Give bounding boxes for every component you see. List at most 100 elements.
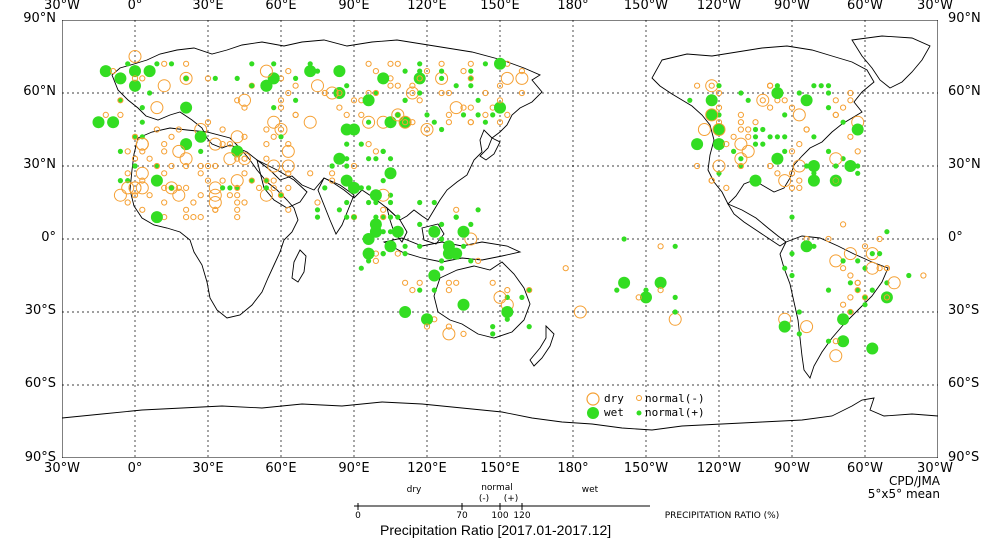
india-coast [317, 177, 355, 235]
wet-marker [183, 105, 189, 111]
dry-marker [416, 279, 423, 286]
wet-marker [844, 160, 857, 172]
wet-marker [760, 126, 766, 133]
wet-marker [168, 61, 175, 67]
dry-marker [113, 188, 127, 202]
dry-marker [190, 214, 197, 221]
dry-marker [234, 155, 241, 162]
dry-marker [854, 279, 861, 286]
dry-marker [307, 170, 314, 177]
dry-marker [161, 148, 168, 155]
wet-marker [771, 152, 784, 165]
wet-marker [482, 119, 488, 125]
dry-marker [394, 82, 401, 89]
graticule [62, 20, 938, 458]
dry-marker [697, 123, 711, 136]
wet-marker [344, 214, 350, 220]
wet-marker [457, 298, 470, 311]
dry-marker [788, 170, 796, 177]
wet-marker [672, 294, 678, 300]
wet-marker [391, 225, 404, 238]
wet-marker [640, 291, 652, 304]
lat-label: 90°N [948, 11, 981, 26]
dry-marker [161, 199, 168, 206]
dry-marker [420, 123, 434, 136]
legend-dry-marker [586, 392, 600, 406]
lon-label: 150°E [480, 0, 520, 13]
wet-marker [749, 174, 762, 187]
wet-marker [439, 126, 445, 133]
lat-label: 60°N [23, 84, 56, 99]
dry-marker [372, 68, 379, 75]
wet-marker [869, 287, 875, 293]
world-map [62, 20, 938, 458]
dry-marker [234, 192, 241, 199]
lon-label: 60°E [265, 0, 297, 13]
credit: CPD/JMA 5°x5° mean [820, 475, 940, 501]
scale-tick-label: 120 [513, 511, 531, 521]
wet-marker [139, 119, 145, 125]
wet-marker [460, 112, 467, 118]
wet-marker [446, 243, 452, 249]
lon-label: 30°E [192, 0, 224, 13]
wet-marker [183, 75, 189, 81]
dry-marker [139, 75, 146, 82]
dry-marker [847, 272, 854, 279]
dry-marker [314, 199, 321, 206]
dry-marker [394, 250, 401, 257]
dry-marker [358, 111, 365, 119]
dry-marker [442, 327, 456, 341]
dry-marker [241, 199, 248, 206]
dry-marker [372, 257, 379, 264]
wet-marker [713, 123, 725, 136]
wet-marker [373, 214, 379, 220]
dry-marker [847, 308, 854, 316]
wet-marker [825, 338, 832, 344]
dry-marker [854, 287, 861, 294]
wet-marker [129, 79, 141, 92]
wet-marker [417, 221, 423, 227]
dry-marker [350, 162, 358, 170]
wet-marker [501, 306, 514, 318]
wet-marker [344, 156, 350, 162]
dry-marker [496, 97, 504, 104]
wet-marker [767, 134, 773, 140]
dry-marker [920, 272, 927, 279]
wet-marker [526, 287, 532, 293]
dry-marker [172, 188, 186, 202]
lon-label: 120°W [696, 461, 742, 476]
wet-marker [366, 185, 372, 191]
wet-marker [362, 233, 375, 245]
wet-marker [387, 199, 394, 206]
dry-marker [752, 119, 759, 126]
credit-resolution: 5°x5° mean [867, 487, 940, 501]
wet-marker [855, 163, 861, 169]
wet-marker [366, 119, 372, 125]
dry-marker [146, 155, 153, 162]
wet-marker [117, 97, 123, 103]
wet-marker [738, 90, 744, 96]
dry-marker [387, 82, 394, 89]
lon-label: 30°E [192, 461, 224, 476]
wet-marker [362, 247, 375, 260]
scale-minus: (-) [478, 494, 490, 504]
wet-marker [906, 272, 912, 279]
dry-marker [238, 152, 251, 166]
dry-marker [756, 93, 770, 107]
dry-marker [230, 174, 244, 188]
wet-marker [825, 287, 832, 293]
wet-marker [847, 309, 854, 315]
lat-label: 0° [948, 230, 963, 245]
lon-label: 120°E [407, 461, 447, 476]
wet-marker [439, 236, 445, 242]
wet-marker [439, 75, 445, 81]
dry-marker [745, 126, 752, 133]
dry-marker [467, 75, 474, 82]
dry-marker [219, 177, 226, 184]
dry-marker [712, 123, 726, 136]
dry-marker [372, 148, 379, 155]
wet-marker [614, 287, 620, 293]
wet-marker [855, 170, 861, 176]
se-asia-coast [386, 206, 408, 243]
wet-marker [431, 287, 437, 293]
